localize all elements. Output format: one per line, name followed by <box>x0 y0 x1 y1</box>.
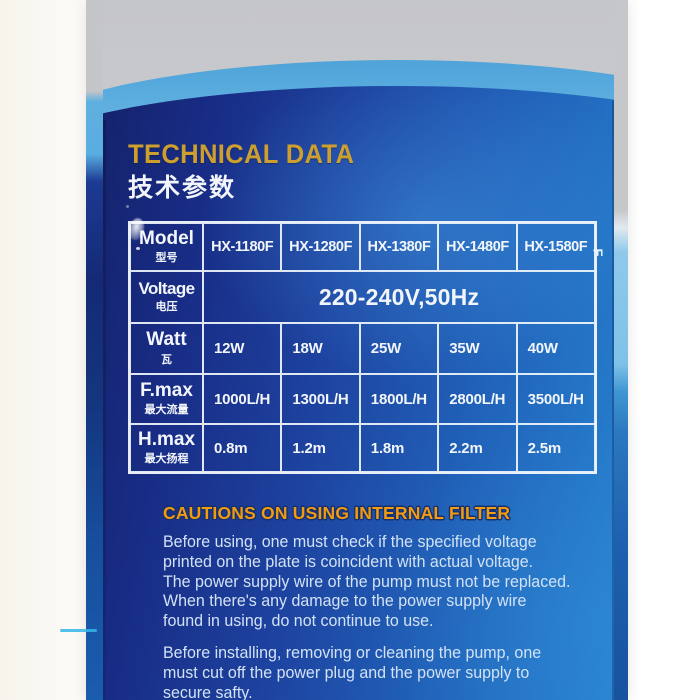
row-label-watt: Watt 瓦 <box>130 323 203 374</box>
table-cell: HX-1180F <box>203 223 282 271</box>
cautions-heading: CAUTIONS ON USING INTERNAL FILTER <box>163 503 511 523</box>
left-fold-edge <box>86 0 106 700</box>
cautions-paragraph-2: Before installing, removing or cleaning … <box>163 644 542 700</box>
row-label-en: H.max <box>137 428 196 450</box>
row-label-en: Watt <box>146 329 187 351</box>
table-cell: HX-1380F <box>359 223 439 271</box>
white-speck <box>136 247 140 250</box>
table-cell: 35W <box>438 323 517 374</box>
voltage-merged-cell: 220-240V,50Hz <box>203 271 595 323</box>
row-label-zh: 瓦 <box>161 353 172 366</box>
table-cell: 1800L/H <box>359 374 439 424</box>
table-cell: 1000L/H <box>203 374 282 424</box>
table-cell: 0.8m <box>203 424 282 472</box>
spec-table: Model 型号 HX-1180F HX-1280F HX-1380F HX-1… <box>128 221 597 474</box>
table-cell: 18W <box>281 323 360 374</box>
table-cell: 3500L/H <box>516 374 595 424</box>
cautions-paragraph-1: Before using, one must check if the spec… <box>163 533 571 631</box>
row-label-en: F.max <box>140 379 193 401</box>
table-cell: 2800L/H <box>438 374 517 424</box>
row-label-en: Voltage <box>138 278 196 298</box>
row-label-fmax: F.max 最大流量 <box>130 374 203 424</box>
table-cell: 1.2m <box>281 424 360 472</box>
right-fold-edge <box>612 0 628 700</box>
row-label-voltage: Voltage 电压 <box>130 271 203 323</box>
table-cell: HX-1480F <box>438 223 517 271</box>
technical-data-title-zh: 技术参数 <box>128 174 237 202</box>
table-cell: 1.8m <box>359 424 439 472</box>
row-label-zh: 最大流量 <box>144 404 189 417</box>
technical-data-title: TECHNICAL DATA <box>128 139 355 169</box>
row-label-zh: 型号 <box>155 252 178 265</box>
cyan-edge-mark <box>60 629 97 632</box>
row-label-zh: 电压 <box>155 301 178 314</box>
table-cell: 40W <box>516 323 595 374</box>
table-cell: 2.5m <box>516 424 595 472</box>
table-cell: 1300L/H <box>281 374 360 424</box>
table-cell: 12W <box>203 323 282 374</box>
white-speck <box>126 205 129 208</box>
table-cell: 25W <box>359 323 439 374</box>
row-label-zh: 最大扬程 <box>144 453 189 466</box>
row-label-hmax: H.max 最大扬程 <box>130 424 203 472</box>
table-cell: HX-1580F <box>516 223 595 271</box>
front-panel-blue <box>86 86 628 700</box>
product-box: TECHNICAL DATA 技术参数 Model 型号 HX-1180F HX… <box>86 0 628 700</box>
box-edge-letter: F <box>590 248 606 257</box>
table-cell: 2.2m <box>438 424 517 472</box>
row-label-model: Model 型号 <box>130 223 203 271</box>
row-label-en: Model <box>139 227 194 249</box>
table-cell: HX-1280F <box>281 223 360 271</box>
